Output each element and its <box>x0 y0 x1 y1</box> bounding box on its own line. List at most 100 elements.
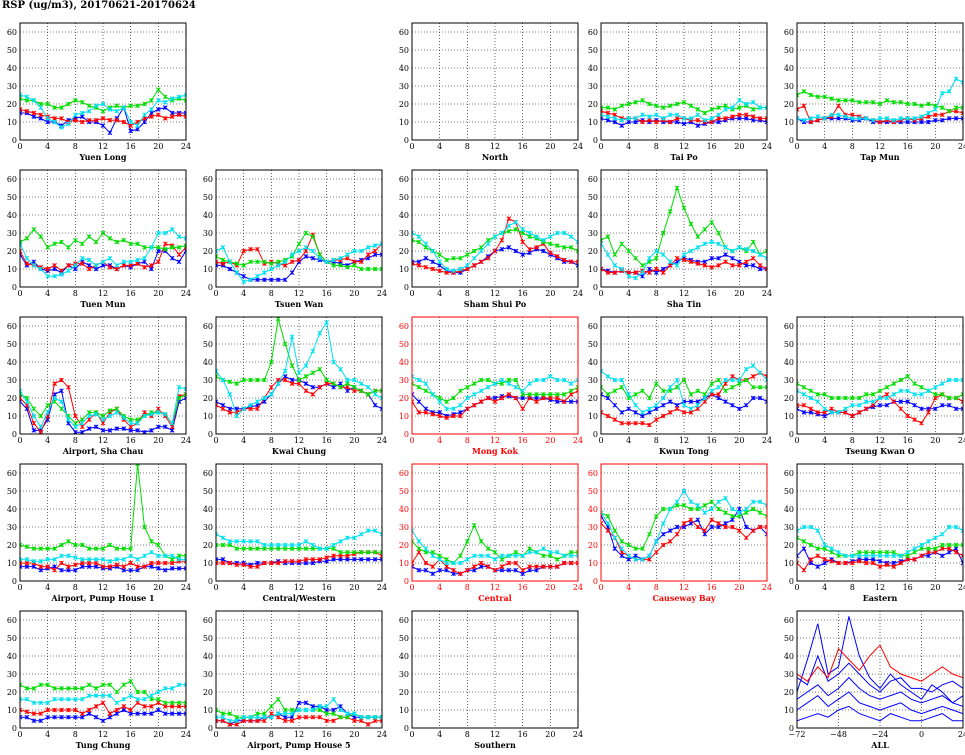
data-point <box>227 722 233 727</box>
data-point <box>485 395 491 401</box>
data-point <box>220 377 226 383</box>
data-point <box>365 252 371 257</box>
data-point <box>960 116 963 121</box>
data-point <box>59 268 64 274</box>
data-point <box>24 399 30 404</box>
panel-title: Southern <box>474 740 516 750</box>
data-point <box>547 234 553 239</box>
panel-tap-mun: 010203040506004812162024Tap Mun <box>784 22 965 162</box>
data-point <box>619 546 625 551</box>
data-point <box>499 553 505 559</box>
data-point <box>176 259 182 265</box>
data-point <box>458 571 463 577</box>
data-point <box>317 366 323 372</box>
data-point <box>183 553 186 559</box>
data-point <box>317 255 323 261</box>
data-point <box>626 542 632 548</box>
data-point <box>121 105 127 110</box>
data-point <box>757 384 763 390</box>
data-point <box>176 384 182 390</box>
data-point <box>534 392 539 397</box>
y-tick-label: 30 <box>784 523 794 532</box>
y-tick-label: 20 <box>588 100 598 109</box>
data-point <box>912 557 917 562</box>
data-point <box>601 510 604 515</box>
data-point <box>45 273 51 279</box>
data-point <box>128 420 134 426</box>
data-point <box>86 682 92 688</box>
data-point <box>176 711 182 716</box>
data-point <box>836 98 841 103</box>
data-point <box>423 255 429 261</box>
data-point <box>822 410 828 415</box>
data-point <box>953 406 959 412</box>
data-point <box>262 395 267 401</box>
data-point <box>520 571 526 577</box>
data-point <box>849 560 855 566</box>
data-point <box>601 410 604 415</box>
data-point <box>248 259 253 265</box>
data-point <box>86 413 92 419</box>
data-point <box>149 711 154 716</box>
y-tick-label: 40 <box>203 211 213 220</box>
y-tick-label: 50 <box>203 193 213 202</box>
data-point <box>268 546 274 551</box>
data-point <box>932 549 938 555</box>
data-point <box>870 560 876 566</box>
data-point <box>619 117 625 123</box>
y-tick-label: 20 <box>7 394 17 403</box>
data-point <box>541 377 546 383</box>
x-tick-label: 8 <box>654 289 659 298</box>
data-point <box>234 714 240 720</box>
data-point <box>234 261 240 266</box>
x-tick-label: 4 <box>241 583 246 592</box>
data-point <box>303 248 309 254</box>
data-point <box>653 549 659 555</box>
data-point <box>24 696 30 702</box>
data-point <box>66 567 71 573</box>
data-point <box>121 263 127 268</box>
data-point <box>520 252 526 257</box>
data-point <box>801 410 807 415</box>
data-point <box>695 406 701 412</box>
y-tick-label: 10 <box>399 559 409 568</box>
data-point <box>183 98 186 103</box>
data-point <box>905 119 911 125</box>
data-point <box>155 245 161 250</box>
data-point <box>681 257 687 263</box>
data-point <box>430 549 436 555</box>
data-point <box>282 714 288 720</box>
data-point <box>884 98 890 103</box>
data-point <box>647 553 652 559</box>
data-point <box>960 553 963 559</box>
x-tick-label: 20 <box>734 289 744 298</box>
data-point <box>135 126 140 132</box>
data-point <box>750 384 756 390</box>
x-tick-label: 0 <box>598 436 603 445</box>
data-point <box>268 560 274 566</box>
data-point <box>926 410 931 415</box>
data-point <box>128 123 134 128</box>
data-point <box>100 259 106 265</box>
data-point <box>437 399 443 404</box>
data-point <box>451 255 456 261</box>
x-tick-label: 20 <box>734 583 744 592</box>
data-point <box>100 428 106 433</box>
data-point <box>241 718 247 724</box>
data-point <box>716 263 721 268</box>
data-point <box>358 557 364 562</box>
data-point <box>764 384 767 390</box>
data-point <box>601 237 604 243</box>
data-point <box>52 714 57 720</box>
data-point <box>960 80 963 85</box>
y-tick-label: 30 <box>203 376 213 385</box>
data-point <box>843 560 848 566</box>
x-tick-label: 12 <box>875 436 885 445</box>
data-point <box>960 105 963 110</box>
data-point <box>268 384 274 390</box>
data-point <box>262 542 267 548</box>
y-tick-label: 40 <box>7 652 17 661</box>
data-point <box>764 513 767 519</box>
data-point <box>162 560 168 566</box>
x-tick-label: 0 <box>213 436 218 445</box>
